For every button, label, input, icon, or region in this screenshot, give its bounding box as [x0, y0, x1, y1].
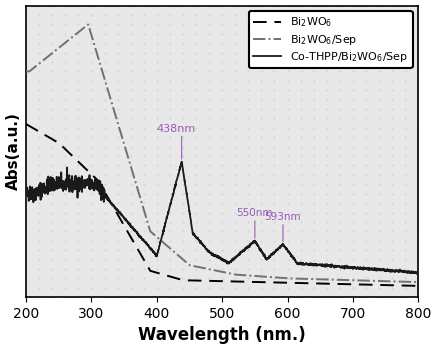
Line: Co-THPP/Bi$_2$WO$_6$/Sep: Co-THPP/Bi$_2$WO$_6$/Sep — [26, 162, 418, 274]
Bi$_2$WO$_6$/Sep — [215, 269, 220, 273]
Co-THPP/Bi$_2$WO$_6$/Sep — [405, 270, 410, 274]
Text: 593nm: 593nm — [265, 212, 301, 222]
Text: 438nm: 438nm — [157, 124, 196, 134]
Co-THPP/Bi$_2$WO$_6$/Sep — [179, 160, 184, 164]
Bi$_2$WO$_6$ — [204, 279, 209, 283]
Co-THPP/Bi$_2$WO$_6$/Sep — [44, 187, 49, 191]
Bi$_2$WO$_6$/Sep — [86, 22, 91, 27]
Co-THPP/Bi$_2$WO$_6$/Sep — [24, 190, 29, 195]
Bi$_2$WO$_6$ — [24, 122, 29, 126]
Bi$_2$WO$_6$ — [214, 279, 219, 283]
Bi$_2$WO$_6$/Sep — [24, 69, 29, 73]
Bi$_2$WO$_6$/Sep — [204, 267, 209, 271]
Co-THPP/Bi$_2$WO$_6$/Sep — [416, 271, 421, 275]
Bi$_2$WO$_6$/Sep — [405, 280, 410, 284]
Co-THPP/Bi$_2$WO$_6$/Sep — [204, 247, 209, 251]
Bi$_2$WO$_6$/Sep — [44, 56, 49, 60]
Legend: Bi$_2$WO$_6$, Bi$_2$WO$_6$/Sep, Co-THPP/Bi$_2$WO$_6$/Sep: Bi$_2$WO$_6$, Bi$_2$WO$_6$/Sep, Co-THPP/… — [249, 11, 413, 69]
Y-axis label: Abs(a.u.): Abs(a.u.) — [6, 112, 21, 190]
Bi$_2$WO$_6$/Sep — [416, 280, 421, 284]
Bi$_2$WO$_6$/Sep — [404, 280, 409, 284]
Bi$_2$WO$_6$ — [416, 284, 421, 288]
Line: Bi$_2$WO$_6$/Sep: Bi$_2$WO$_6$/Sep — [26, 25, 418, 282]
Bi$_2$WO$_6$ — [404, 284, 409, 288]
Bi$_2$WO$_6$/Sep — [333, 278, 338, 282]
Co-THPP/Bi$_2$WO$_6$/Sep — [414, 272, 419, 276]
Text: 550nm: 550nm — [236, 208, 273, 218]
Bi$_2$WO$_6$ — [404, 284, 409, 288]
Co-THPP/Bi$_2$WO$_6$/Sep — [404, 270, 409, 274]
X-axis label: Wavelength (nm.): Wavelength (nm.) — [138, 327, 306, 344]
Bi$_2$WO$_6$ — [332, 282, 337, 286]
Line: Bi$_2$WO$_6$: Bi$_2$WO$_6$ — [26, 124, 418, 286]
Co-THPP/Bi$_2$WO$_6$/Sep — [333, 264, 338, 268]
Bi$_2$WO$_6$ — [44, 133, 49, 138]
Co-THPP/Bi$_2$WO$_6$/Sep — [215, 256, 220, 260]
